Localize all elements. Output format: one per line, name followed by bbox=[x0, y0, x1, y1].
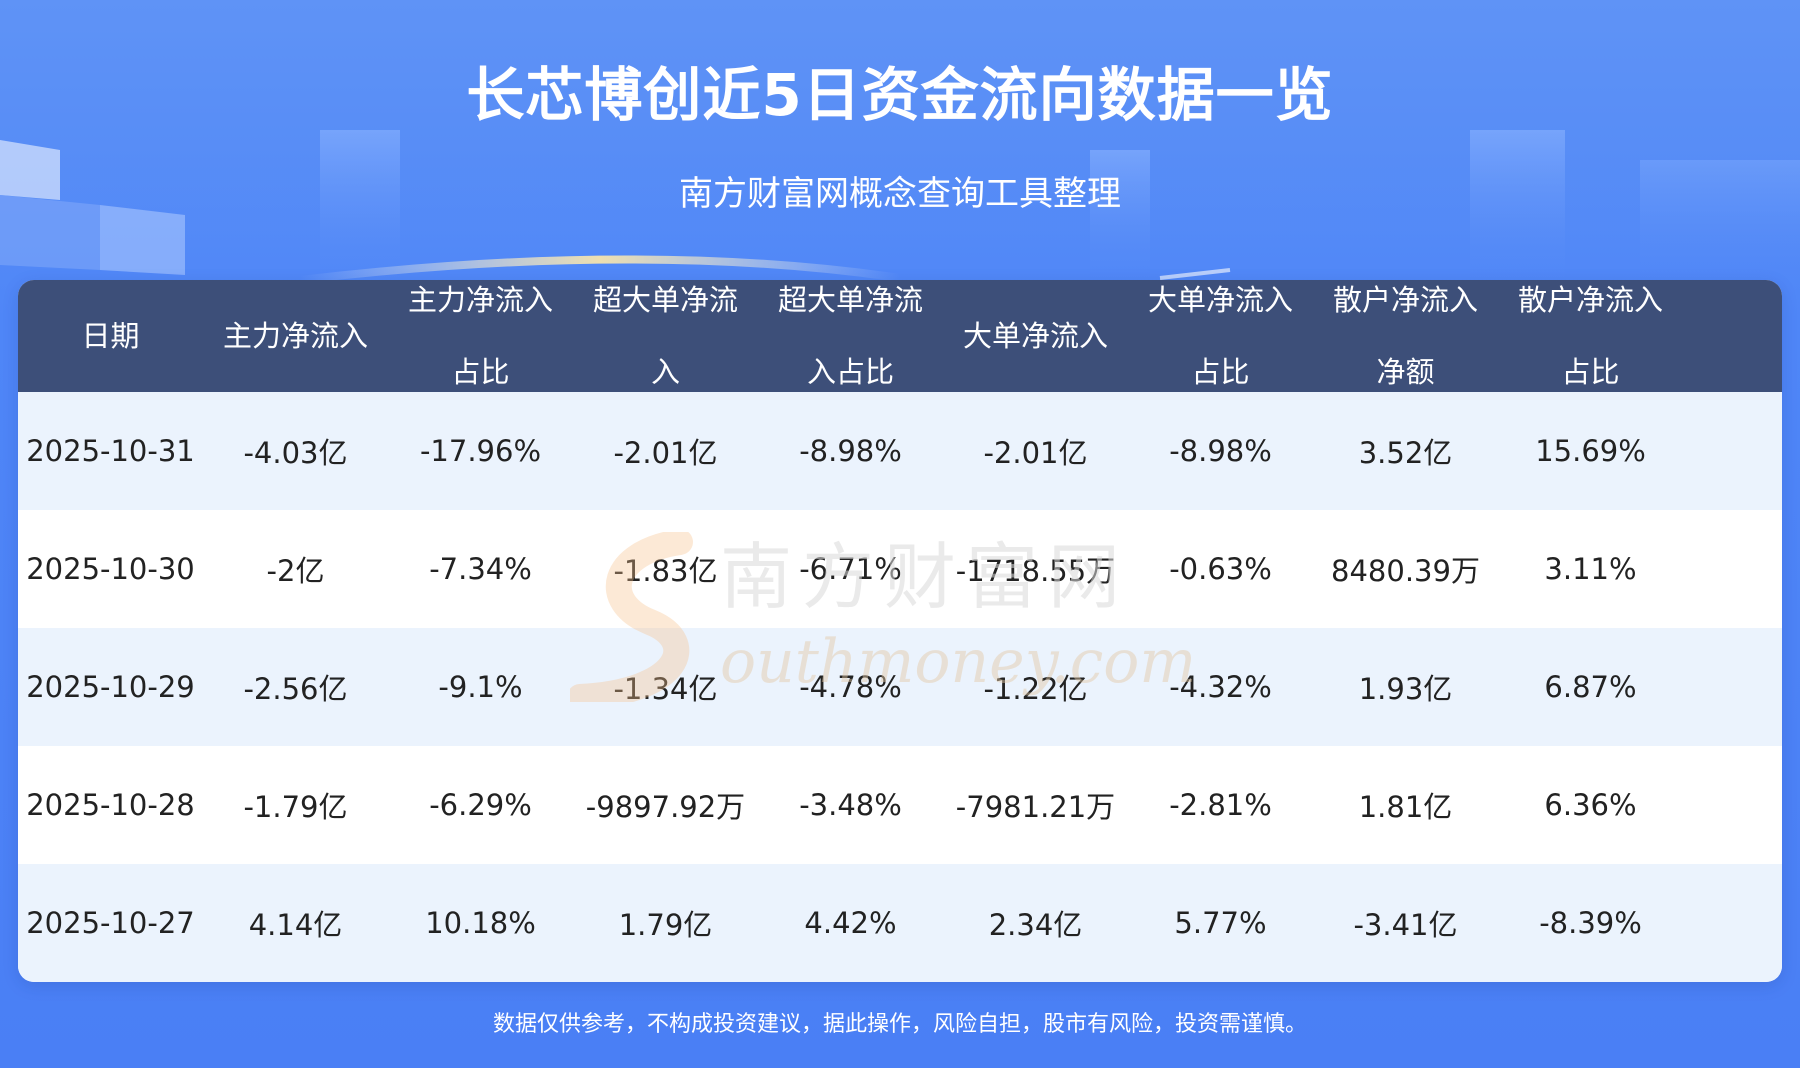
table-row: 2025-10-28 -1.79亿 -6.29% -9897.92万 -3.48% -79… bbox=[18, 746, 1782, 864]
table-row: 2025-10-30 -2亿 -7.34% -1.83亿 -6.71% -1718.55万… bbox=[18, 510, 1782, 628]
column-header: 大单净流入 占比 bbox=[1128, 280, 1313, 392]
value-cell: 2.34亿 bbox=[988, 908, 1083, 942]
column-header: 超大单净流 入占比 bbox=[758, 280, 943, 392]
value-cell: -4.03亿 bbox=[243, 436, 348, 470]
value-cell: 10.18% bbox=[425, 906, 536, 940]
value-cell: -4.78% bbox=[799, 670, 902, 704]
column-header-line: 净额 bbox=[1376, 355, 1435, 389]
column-header-line: 占比 bbox=[1191, 355, 1250, 389]
value-cell: -1.22亿 bbox=[983, 672, 1088, 706]
value-cell: -2.01亿 bbox=[613, 436, 718, 470]
value-cell: -2.81% bbox=[1169, 788, 1272, 822]
column-header: 超大单净流入 bbox=[573, 280, 758, 392]
value-cell: -2亿 bbox=[266, 554, 325, 588]
column-header: 散户净流入 占比 bbox=[1498, 280, 1683, 392]
value-cell: -2.01亿 bbox=[983, 436, 1088, 470]
date-cell: 2025-10-27 bbox=[26, 906, 195, 940]
value-cell: -7.34% bbox=[429, 552, 532, 586]
column-header: 散户净流入 净额 bbox=[1313, 280, 1498, 392]
page-subtitle: 南方财富网概念查询工具整理 bbox=[679, 174, 1121, 214]
value-cell: 3.11% bbox=[1544, 552, 1637, 586]
value-cell: -6.71% bbox=[799, 552, 902, 586]
value-cell: -9.1% bbox=[438, 670, 523, 704]
value-cell: -6.29% bbox=[429, 788, 532, 822]
value-cell: 1.81亿 bbox=[1358, 790, 1453, 824]
column-header-line: 入 bbox=[650, 355, 680, 389]
value-cell: -1.79亿 bbox=[243, 790, 348, 824]
value-cell: 4.42% bbox=[804, 906, 897, 940]
table-body: 2025-10-31 -4.03亿 -17.96% -2.01亿 -8.98% -2.01… bbox=[18, 392, 1782, 982]
value-cell: 6.87% bbox=[1544, 670, 1637, 704]
value-cell: 4.14亿 bbox=[248, 908, 343, 942]
value-cell: -1718.55万 bbox=[955, 554, 1116, 588]
value-cell: -1.34亿 bbox=[613, 672, 718, 706]
value-cell: -0.63% bbox=[1169, 552, 1272, 586]
column-header: 日期 bbox=[18, 280, 203, 392]
value-cell: 5.77% bbox=[1174, 906, 1267, 940]
value-cell: 8480.39万 bbox=[1331, 554, 1480, 588]
table-row: 2025-10-27 4.14亿 10.18% 1.79亿 4.42% 2.34亿 5.77… bbox=[18, 864, 1782, 982]
value-cell: 1.79亿 bbox=[618, 908, 713, 942]
column-header-line: 大单净流入 bbox=[962, 319, 1108, 353]
value-cell: 1.93亿 bbox=[1358, 672, 1453, 706]
disclaimer: 数据仅供参考，不构成投资建议，据此操作，风险自担，股市有风险，投资需谨慎。 bbox=[492, 1012, 1307, 1037]
value-cell: -8.39% bbox=[1539, 906, 1642, 940]
value-cell: 6.36% bbox=[1544, 788, 1637, 822]
date-cell: 2025-10-30 bbox=[26, 552, 195, 586]
date-cell: 2025-10-28 bbox=[26, 788, 195, 822]
value-cell: -3.48% bbox=[799, 788, 902, 822]
column-header-line: 超大单净流 bbox=[592, 283, 738, 317]
column-header-line: 散户净流入 bbox=[1517, 283, 1663, 317]
value-cell: 3.52亿 bbox=[1358, 436, 1453, 470]
column-header: 大单净流入 bbox=[943, 280, 1128, 392]
column-header-line: 占比 bbox=[1561, 355, 1620, 389]
table-header-row: 日期 主力净流入 主力净流入 占比 超大单净流入超大单净流 入占比 大单净流入 大单净流入 占比… bbox=[18, 280, 1782, 392]
column-header-line: 超大单净流 bbox=[777, 283, 923, 317]
column-header: 主力净流入 占比 bbox=[388, 280, 573, 392]
value-cell: -17.96% bbox=[419, 434, 542, 468]
column-header-line: 大单净流入 bbox=[1147, 283, 1293, 317]
column-header-line: 日期 bbox=[81, 319, 140, 353]
table-row: 2025-10-29 -2.56亿 -9.1% -1.34亿 -4.78% -1.22亿 -… bbox=[18, 628, 1782, 746]
value-cell: -4.32% bbox=[1169, 670, 1272, 704]
date-cell: 2025-10-31 bbox=[26, 434, 195, 468]
value-cell: -9897.92万 bbox=[585, 790, 746, 824]
value-cell: -1.83亿 bbox=[613, 554, 718, 588]
column-header-line: 主力净流入 bbox=[222, 319, 368, 353]
page-title: 长芯博创近5日资金流向数据一览 bbox=[466, 61, 1334, 129]
value-cell: -3.41亿 bbox=[1353, 908, 1458, 942]
column-header-line: 占比 bbox=[451, 355, 510, 389]
value-cell: -8.98% bbox=[799, 434, 902, 468]
date-cell: 2025-10-29 bbox=[26, 670, 195, 704]
value-cell: 15.69% bbox=[1535, 434, 1646, 468]
value-cell: -7981.21万 bbox=[955, 790, 1116, 824]
value-cell: -2.56亿 bbox=[243, 672, 348, 706]
fund-flow-table: 日期 主力净流入 主力净流入 占比 超大单净流入超大单净流 入占比 大单净流入 大单净流入 占比… bbox=[18, 280, 1782, 982]
value-cell: -8.98% bbox=[1169, 434, 1272, 468]
column-header: 主力净流入 bbox=[203, 280, 388, 392]
table-row: 2025-10-31 -4.03亿 -17.96% -2.01亿 -8.98% -2.01… bbox=[18, 392, 1782, 510]
column-header-line: 散户净流入 bbox=[1332, 283, 1478, 317]
column-header-line: 入占比 bbox=[806, 355, 894, 389]
column-header-line: 主力净流入 bbox=[407, 283, 553, 317]
